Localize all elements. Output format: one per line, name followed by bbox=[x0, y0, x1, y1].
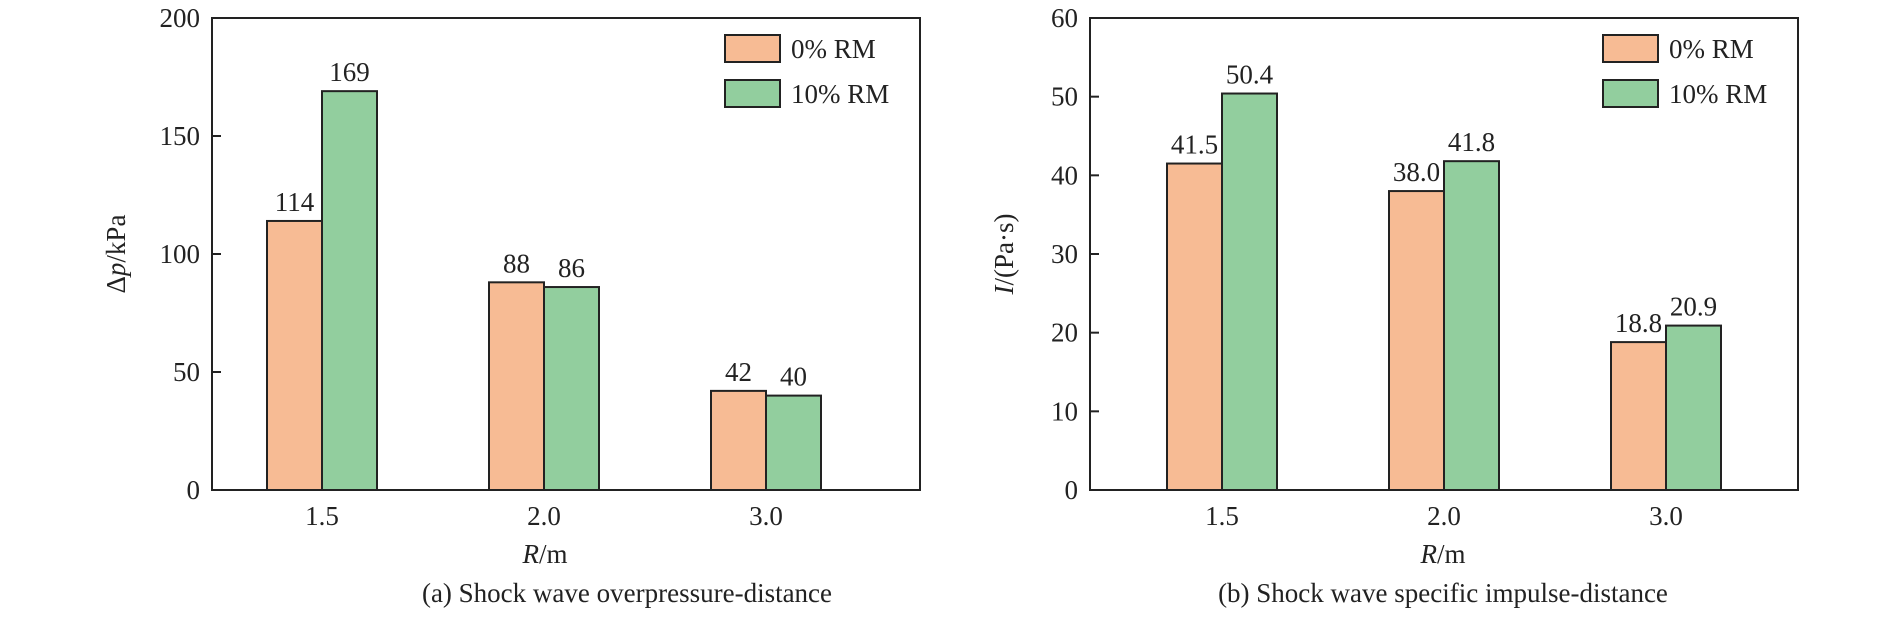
y-tick-label-0-2: 100 bbox=[160, 239, 201, 269]
y-tick-label-1-5: 50 bbox=[1051, 82, 1078, 112]
x-tick-label-0-1: 2.0 bbox=[527, 501, 561, 531]
data-label-1-s0-c2: 18.8 bbox=[1615, 308, 1662, 338]
data-label-1-s0-c0: 41.5 bbox=[1171, 130, 1218, 160]
caption-1: (b) Shock wave specific impulse-distance bbox=[1218, 578, 1668, 608]
bar-1-s1-c1 bbox=[1443, 160, 1500, 491]
legend-swatch-0-1 bbox=[724, 79, 781, 108]
bar-1-s1-c2 bbox=[1665, 324, 1722, 491]
bar-0-s1-c2 bbox=[765, 394, 822, 492]
y-axis-title-prefix-0: Δ bbox=[101, 276, 131, 293]
y-tick-label-1-0: 0 bbox=[1065, 475, 1079, 505]
y-tick-label-1-3: 30 bbox=[1051, 239, 1078, 269]
x-axis-title-rest-1: /m bbox=[1437, 539, 1466, 569]
y-tick-label-0-0: 0 bbox=[187, 475, 201, 505]
x-axis-title-italic-0: R bbox=[521, 539, 539, 569]
y-tick-label-1-4: 40 bbox=[1051, 160, 1078, 190]
data-label-1-s1-c0: 50.4 bbox=[1226, 60, 1274, 90]
legend-swatch-1-0 bbox=[1602, 34, 1659, 63]
bar-0-s0-c0 bbox=[266, 219, 323, 492]
data-label-1-s1-c2: 20.9 bbox=[1670, 292, 1717, 322]
y-tick-label-1-2: 20 bbox=[1051, 318, 1078, 348]
data-label-0-s1-c1: 86 bbox=[558, 253, 585, 283]
chart-0: 114 88 42 169 86 40 0 50 100 150 200 1.5 2.0 3.0 R/m Δp… bbox=[101, 3, 921, 608]
data-label-0-s1-c2: 40 bbox=[780, 362, 807, 392]
y-tick-label-0-4: 200 bbox=[160, 3, 201, 33]
data-label-0-s0-c1: 88 bbox=[503, 248, 530, 278]
bar-1-s0-c2 bbox=[1610, 341, 1667, 491]
bar-1-s0-c1 bbox=[1388, 190, 1445, 491]
y-tick-label-0-1: 50 bbox=[173, 357, 200, 387]
data-label-0-s1-c0: 169 bbox=[329, 57, 370, 87]
bar-0-s1-c0 bbox=[321, 90, 378, 491]
x-axis-title-1: R/m bbox=[1419, 539, 1465, 569]
bar-0-s0-c2 bbox=[710, 389, 767, 492]
x-tick-label-1-1: 2.0 bbox=[1427, 501, 1461, 531]
y-tick-label-1-6: 60 bbox=[1051, 3, 1078, 33]
chart-1: 41.5 38.0 18.8 50.4 41.8 20.9 0 10 20 30 40 50 60 1.5… bbox=[989, 3, 1799, 608]
data-label-0-s0-c2: 42 bbox=[725, 357, 752, 387]
y-tick-label-1-1: 10 bbox=[1051, 396, 1078, 426]
x-tick-label-1-0: 1.5 bbox=[1205, 501, 1239, 531]
y-tick-label-0-3: 150 bbox=[160, 121, 201, 151]
legend-swatch-1-1 bbox=[1602, 79, 1659, 108]
legend-swatch-0-0 bbox=[724, 34, 781, 63]
y-axis-title-1: I/(Pa·s) bbox=[989, 214, 1019, 296]
legend-label-0-0: 0% RM bbox=[791, 34, 876, 64]
x-axis-title-rest-0: /m bbox=[539, 539, 568, 569]
x-tick-label-0-0: 1.5 bbox=[305, 501, 339, 531]
legend-label-1-0: 0% RM bbox=[1669, 34, 1754, 64]
y-axis-title-rest-1: /(Pa·s) bbox=[989, 214, 1019, 286]
legend-label-0-1: 10% RM bbox=[791, 79, 889, 109]
bar-1-s1-c0 bbox=[1221, 92, 1278, 492]
bar-0-s1-c1 bbox=[543, 286, 600, 492]
y-axis-title-rest-0: /kPa bbox=[101, 215, 131, 263]
caption-0: (a) Shock wave overpressure-distance bbox=[422, 578, 832, 608]
bar-0-s0-c1 bbox=[488, 281, 545, 491]
x-axis-title-0: R/m bbox=[521, 539, 567, 569]
bar-1-s0-c0 bbox=[1166, 162, 1223, 492]
data-label-1-s0-c1: 38.0 bbox=[1393, 157, 1440, 187]
legend-label-1-1: 10% RM bbox=[1669, 79, 1767, 109]
x-axis-title-italic-1: R bbox=[1419, 539, 1437, 569]
x-tick-label-0-2: 3.0 bbox=[749, 501, 783, 531]
y-axis-title-0: Δp/kPa bbox=[101, 215, 131, 294]
x-tick-label-1-2: 3.0 bbox=[1649, 501, 1683, 531]
y-axis-title-italic-1: I bbox=[989, 283, 1019, 295]
data-label-0-s0-c0: 114 bbox=[275, 187, 315, 217]
data-label-1-s1-c1: 41.8 bbox=[1448, 127, 1495, 157]
y-axis-title-italic-0: p bbox=[101, 263, 131, 279]
